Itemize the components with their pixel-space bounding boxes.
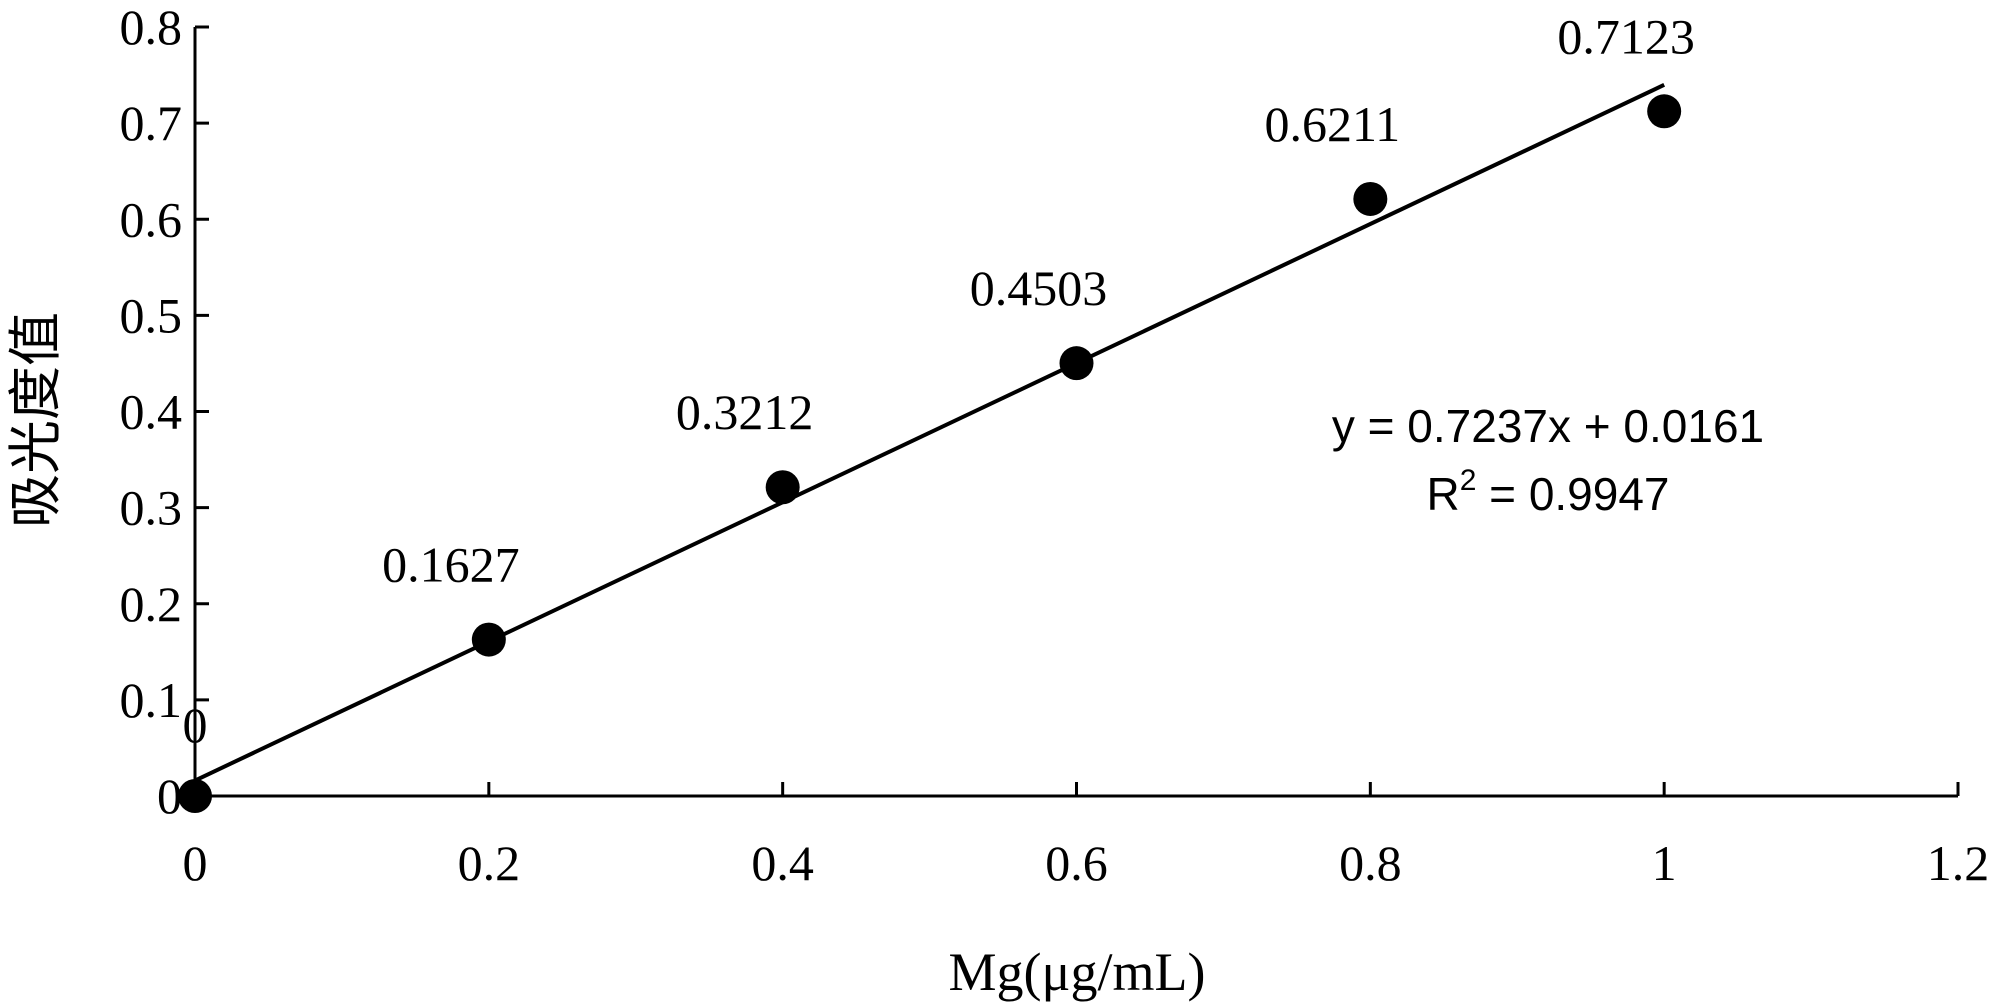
- plot-area: [178, 83, 1682, 813]
- y-tick-label: 0.1: [120, 672, 183, 728]
- x-axis-title: Mg(μg/mL): [949, 942, 1206, 1002]
- data-label: 0.1627: [382, 537, 520, 593]
- y-axis-title: 吸光度值: [6, 312, 66, 528]
- data-label: 0.7123: [1557, 8, 1695, 64]
- x-tick-label: 0: [183, 835, 208, 891]
- data-labels: 0 0.1627 0.3212 0.4503 0.6211 0.7123: [183, 8, 1695, 753]
- y-tick-label: 0.2: [120, 576, 183, 632]
- data-label: 0.3212: [676, 384, 814, 440]
- x-tick-label: 0.6: [1045, 835, 1108, 891]
- trendline-equation: y = 0.7237x + 0.0161: [1332, 400, 1764, 452]
- data-point: [765, 470, 800, 505]
- x-axis-ticks: 0 0.2 0.4 0.6 0.8 1 1.2: [183, 782, 1990, 891]
- data-point: [1059, 346, 1094, 381]
- data-label: 0.6211: [1265, 96, 1401, 152]
- x-tick-label: 0.2: [458, 835, 521, 891]
- y-tick-label: 0.4: [120, 384, 183, 440]
- r-squared-value: = 0.9947: [1476, 468, 1669, 520]
- x-tick-label: 1.2: [1927, 835, 1990, 891]
- r-squared-label: R2 = 0.9947: [1426, 464, 1669, 520]
- x-tick-label: 0.8: [1339, 835, 1402, 891]
- y-axis-ticks: 00.10.20.30.40.50.60.70.8: [120, 0, 209, 824]
- y-tick-label: 0: [157, 768, 182, 824]
- x-tick-label: 1: [1652, 835, 1677, 891]
- y-tick-label: 0.5: [120, 287, 183, 343]
- data-label: 0: [183, 697, 208, 753]
- r-squared-superscript: 2: [1460, 464, 1477, 497]
- y-tick-label: 0.6: [120, 191, 183, 247]
- y-tick-label: 0.7: [120, 95, 183, 151]
- data-label: 0.4503: [970, 260, 1108, 316]
- data-point: [471, 622, 506, 657]
- trendline: [194, 83, 1666, 783]
- data-point: [1647, 94, 1682, 129]
- y-tick-label: 0.3: [120, 480, 183, 536]
- data-point: [1353, 181, 1388, 216]
- y-tick-label: 0.8: [120, 0, 183, 55]
- r-squared-prefix: R: [1426, 468, 1459, 520]
- data-point: [178, 779, 212, 813]
- x-tick-label: 0.4: [751, 835, 814, 891]
